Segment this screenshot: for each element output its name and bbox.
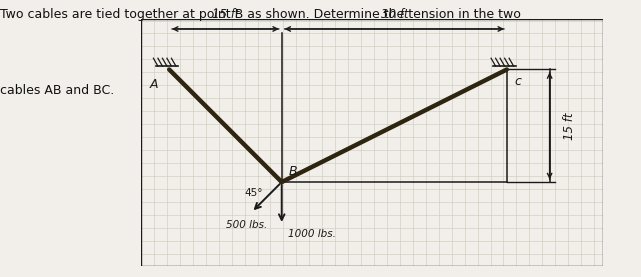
Text: 45°: 45° (244, 188, 263, 198)
Text: 1000 lbs.: 1000 lbs. (288, 229, 337, 239)
Text: 15 ft: 15 ft (212, 8, 239, 21)
Text: 15 ft: 15 ft (563, 112, 576, 140)
Text: c: c (515, 75, 522, 88)
Text: cables AB and BC.: cables AB and BC. (0, 84, 114, 97)
Text: 500 lbs.: 500 lbs. (226, 220, 267, 230)
Text: A: A (149, 78, 158, 91)
Text: Two cables are tied together at point B as shown. Determine the tension in the t: Two cables are tied together at point B … (0, 8, 521, 21)
Text: 30 ft: 30 ft (381, 8, 408, 21)
Text: B: B (288, 165, 297, 178)
